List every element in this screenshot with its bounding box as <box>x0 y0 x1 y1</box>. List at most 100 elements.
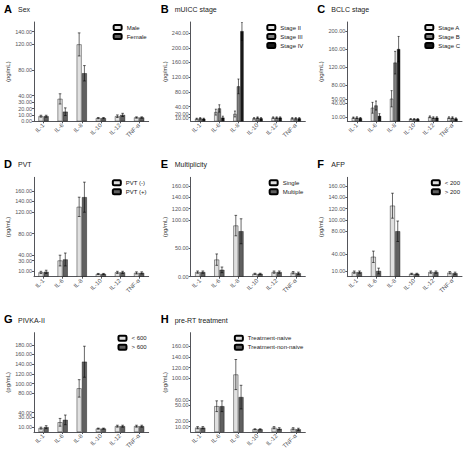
svg-text:pre-RT treatment: pre-RT treatment <box>175 317 228 325</box>
svg-text:10.00: 10.00 <box>18 112 32 118</box>
svg-text:IL-8: IL-8 <box>386 277 398 289</box>
svg-text:TNF-α: TNF-α <box>125 277 142 294</box>
svg-text:Single: Single <box>283 180 300 186</box>
svg-text:40.00: 40.00 <box>18 93 32 99</box>
svg-text:30.00: 30.00 <box>18 258 32 264</box>
svg-text:TNF-α: TNF-α <box>282 433 299 450</box>
svg-text:IL-12: IL-12 <box>108 277 122 291</box>
svg-text:Sex: Sex <box>18 6 31 13</box>
svg-text:Female: Female <box>127 34 148 40</box>
svg-text:80.00: 80.00 <box>18 67 32 73</box>
svg-text:200.00: 200.00 <box>329 28 346 34</box>
svg-text:IL-10: IL-10 <box>246 432 260 446</box>
svg-text:Male: Male <box>127 25 141 31</box>
svg-text:IL-8: IL-8 <box>386 122 398 134</box>
svg-text:Treatment-non-naive: Treatment-non-naive <box>248 344 304 350</box>
svg-text:20.00: 20.00 <box>175 418 189 424</box>
svg-text:140.00: 140.00 <box>15 361 32 367</box>
svg-text:IL-8: IL-8 <box>72 122 84 134</box>
svg-text:TNF-α: TNF-α <box>438 122 455 139</box>
svg-text:IL-12: IL-12 <box>422 122 436 136</box>
svg-text:IL-6: IL-6 <box>210 432 222 444</box>
svg-text:160.00: 160.00 <box>15 351 32 357</box>
svg-text:120.00: 120.00 <box>172 206 189 212</box>
svg-text:(pg/mL): (pg/mL) <box>5 372 11 393</box>
svg-text:PVT: PVT <box>18 161 32 168</box>
svg-text:> 600: > 600 <box>131 344 147 350</box>
svg-text:(pg/mL): (pg/mL) <box>162 217 168 238</box>
svg-text:160.00: 160.00 <box>15 188 32 194</box>
svg-text:F: F <box>317 158 324 170</box>
svg-text:TNF-α: TNF-α <box>438 277 455 294</box>
svg-text:IL-12: IL-12 <box>265 122 279 136</box>
svg-text:140.00: 140.00 <box>15 198 32 204</box>
svg-text:IL-1: IL-1 <box>191 277 203 289</box>
svg-text:Stage B: Stage B <box>438 34 459 40</box>
svg-text:50.00: 50.00 <box>332 96 346 102</box>
svg-text:140.00: 140.00 <box>329 194 346 200</box>
svg-text:IL-12: IL-12 <box>108 122 122 136</box>
svg-text:Stage II: Stage II <box>280 25 301 31</box>
svg-text:200.00: 200.00 <box>172 45 189 51</box>
svg-text:80.00: 80.00 <box>332 82 346 88</box>
svg-text:160.00: 160.00 <box>172 59 189 65</box>
svg-text:50.00: 50.00 <box>175 245 189 251</box>
svg-text:< 200: < 200 <box>445 180 461 186</box>
svg-text:80.00: 80.00 <box>175 89 189 95</box>
svg-text:100.00: 100.00 <box>15 381 32 387</box>
svg-text:120.00: 120.00 <box>329 206 346 212</box>
svg-text:60.00: 60.00 <box>175 397 189 403</box>
svg-text:IL-1: IL-1 <box>34 122 46 134</box>
svg-text:IL-8: IL-8 <box>72 277 84 289</box>
svg-text:120.00: 120.00 <box>15 209 32 215</box>
svg-text:< 600: < 600 <box>131 335 147 341</box>
svg-text:> 200: > 200 <box>445 189 461 195</box>
svg-text:IL-1: IL-1 <box>191 432 203 444</box>
svg-text:IL-6: IL-6 <box>210 277 222 289</box>
svg-text:IL-10: IL-10 <box>89 122 103 136</box>
svg-text:AFP: AFP <box>331 161 345 168</box>
svg-text:Stage C: Stage C <box>438 43 460 49</box>
svg-text:BCLC stage: BCLC stage <box>331 6 369 14</box>
svg-text:120.00: 120.00 <box>172 365 189 371</box>
svg-text:PIVKA-II: PIVKA-II <box>18 317 45 324</box>
svg-text:120.00: 120.00 <box>172 74 189 80</box>
svg-text:10.00: 10.00 <box>18 268 32 274</box>
svg-text:160.00: 160.00 <box>172 343 189 349</box>
svg-text:IL-10: IL-10 <box>402 277 416 291</box>
svg-text:(pg/mL): (pg/mL) <box>318 61 324 82</box>
svg-text:IL-8: IL-8 <box>229 122 241 134</box>
svg-text:(pg/mL): (pg/mL) <box>162 372 168 393</box>
svg-text:IL-6: IL-6 <box>367 122 379 134</box>
svg-text:40.00: 40.00 <box>18 252 32 258</box>
svg-text:80.00: 80.00 <box>18 390 32 396</box>
svg-text:IL-8: IL-8 <box>72 432 84 444</box>
svg-text:IL-1: IL-1 <box>191 122 203 134</box>
svg-text:TNF-α: TNF-α <box>125 433 142 450</box>
svg-text:(pg/mL): (pg/mL) <box>5 61 11 82</box>
svg-text:IL-1: IL-1 <box>347 122 359 134</box>
svg-text:80.00: 80.00 <box>18 231 32 237</box>
svg-text:140.00: 140.00 <box>172 194 189 200</box>
svg-text:IL-10: IL-10 <box>89 277 103 291</box>
svg-text:(pg/mL): (pg/mL) <box>5 217 11 238</box>
svg-text:A: A <box>4 3 12 15</box>
svg-text:10.00: 10.00 <box>18 424 32 430</box>
svg-text:0.00: 0.00 <box>21 118 32 124</box>
svg-text:(pg/mL): (pg/mL) <box>318 217 324 238</box>
svg-text:E: E <box>161 158 168 170</box>
svg-text:100.00: 100.00 <box>172 375 189 381</box>
svg-text:30.00: 30.00 <box>18 99 32 105</box>
svg-text:40.00: 40.00 <box>332 251 346 257</box>
svg-text:160.00: 160.00 <box>329 46 346 52</box>
svg-text:IL-6: IL-6 <box>53 277 65 289</box>
svg-text:(pg/mL): (pg/mL) <box>162 61 168 82</box>
svg-text:Treatment-naive: Treatment-naive <box>248 335 292 341</box>
svg-text:G: G <box>4 313 13 325</box>
svg-text:D: D <box>4 158 12 170</box>
svg-text:0.00: 0.00 <box>178 274 189 280</box>
svg-text:10.00: 10.00 <box>332 114 346 120</box>
svg-text:IL-8: IL-8 <box>229 432 241 444</box>
svg-text:IL-10: IL-10 <box>246 122 260 136</box>
svg-text:240.00: 240.00 <box>172 30 189 36</box>
